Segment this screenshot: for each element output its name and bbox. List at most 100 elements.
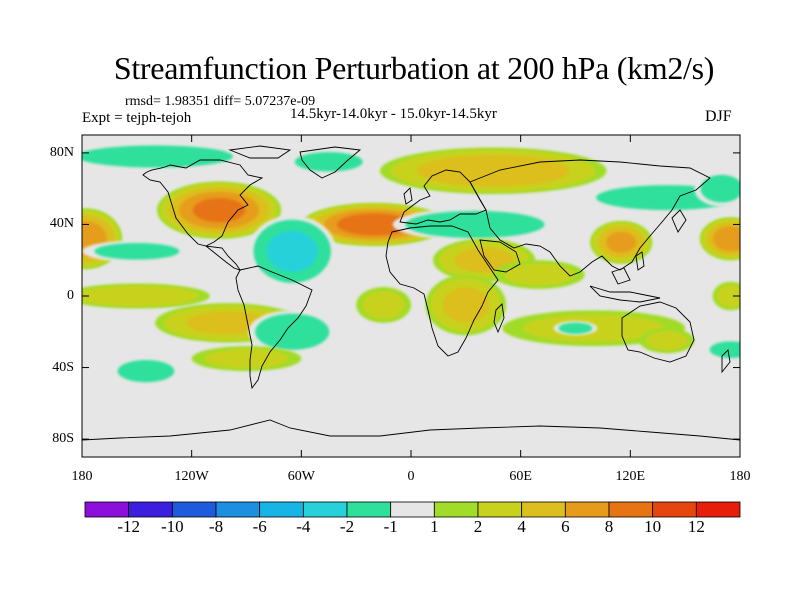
colorbar-swatch xyxy=(608,501,654,518)
y-tick-label: 0 xyxy=(67,288,74,303)
anomaly-s-pacific-low-1 xyxy=(109,356,183,386)
anomaly-europe-asia-low xyxy=(392,208,558,241)
colorbar-swatch xyxy=(84,501,130,518)
coast-indonesia xyxy=(589,285,661,303)
anomaly-china-high xyxy=(590,220,653,264)
coast-africa xyxy=(385,225,499,357)
contour-level xyxy=(700,174,740,203)
contour-level xyxy=(266,230,318,272)
anomaly-s-pacific-high-2 xyxy=(191,346,302,372)
coast-borneo xyxy=(611,267,631,285)
contour-level xyxy=(94,242,180,260)
contour-level xyxy=(454,247,514,273)
x-tick-label: 180 xyxy=(71,469,93,484)
contour-level xyxy=(709,341,740,358)
colorbar-label: -6 xyxy=(252,517,267,536)
coast-greenland xyxy=(299,146,362,179)
contour-level xyxy=(503,263,575,286)
anomaly-n-america-high xyxy=(156,181,282,239)
contour-level xyxy=(336,213,412,236)
x-tick-label: 180 xyxy=(729,469,751,484)
anomaly-nz-low xyxy=(703,338,740,361)
anomaly-india-high xyxy=(493,260,585,289)
colorbar-swatch xyxy=(346,501,392,518)
contour-level xyxy=(606,232,637,253)
colorbar-label: 10 xyxy=(644,517,662,536)
coast-asia xyxy=(469,159,711,277)
anomaly-arctic-america-low xyxy=(82,142,256,171)
contour-level xyxy=(255,313,330,350)
contour-level xyxy=(716,284,740,308)
contour-level xyxy=(82,285,199,307)
contour-level xyxy=(362,291,405,319)
chart-title: Streamfunction Perturbation at 200 hPa (… xyxy=(113,50,715,86)
colorbar-label: 6 xyxy=(561,517,570,536)
colorbar-swatch xyxy=(390,501,435,518)
coast-australia xyxy=(621,301,695,363)
x-tick-label: 60W xyxy=(287,469,315,484)
y-tick-label: 80N xyxy=(49,144,74,160)
anomaly-tropical-pacific-high xyxy=(82,283,210,309)
coast-south-america xyxy=(235,265,313,390)
contour-fields xyxy=(82,142,740,386)
contour-level xyxy=(204,348,289,369)
x-tick-label: 60E xyxy=(509,469,532,484)
contour-level xyxy=(558,322,593,334)
colorbar-label: -4 xyxy=(296,517,311,536)
anomaly-e-africa-high xyxy=(425,274,507,336)
period-label: 14.5kyr-14.0kyr - 15.0kyr-14.5kyr xyxy=(290,106,497,122)
colorbar-swatch xyxy=(652,501,697,518)
colorbar-swatch xyxy=(128,501,173,518)
colorbar-swatch xyxy=(521,501,566,518)
statistics-line: rmsd= 1.98351 diff= 5.07237e-09 xyxy=(125,94,316,109)
colorbar-label: -12 xyxy=(117,517,140,536)
anomaly-greenland-low xyxy=(284,149,373,175)
contour-level xyxy=(294,152,363,172)
anomaly-s-america-low xyxy=(248,310,337,354)
contour-level xyxy=(405,210,545,239)
anomaly-n-pacific-east-low xyxy=(694,170,740,207)
coast-arabia xyxy=(479,239,521,273)
anomaly-atlantic-high xyxy=(356,287,411,323)
colorbar-label: -1 xyxy=(383,517,398,536)
colorbar-swatch xyxy=(171,501,217,518)
x-tick-label: 0 xyxy=(407,469,415,484)
x-tick-label: 120E xyxy=(615,469,646,484)
coast-north-america xyxy=(142,159,264,247)
colorbar-label: 4 xyxy=(517,517,526,536)
y-tick-label: 40S xyxy=(52,359,74,375)
anomaly-indian-ocean-low xyxy=(553,321,598,336)
anomaly-caribbean-low xyxy=(248,215,337,288)
experiment-label: Expt = tejph-tejoh xyxy=(82,110,192,126)
x-tick-label: 120W xyxy=(174,469,209,484)
colorbar-label: 8 xyxy=(604,517,614,536)
colorbar-swatch xyxy=(695,501,741,518)
anomaly-sw-pacific-high xyxy=(639,328,695,354)
anomaly-n-atlantic-high xyxy=(301,202,448,246)
anomaly-siberia-high xyxy=(379,147,607,195)
colorbar-swatch xyxy=(564,501,610,518)
contour-level xyxy=(416,155,570,187)
anomaly-asia-far-east-high xyxy=(699,217,740,261)
coast-philippines xyxy=(635,251,645,271)
colorbar-label: -2 xyxy=(339,517,355,536)
contour-level xyxy=(192,198,246,223)
colorbar xyxy=(84,501,741,518)
coastlines xyxy=(82,145,740,441)
contour-level xyxy=(645,331,689,351)
coast-japan xyxy=(671,209,687,233)
coast-antarctica xyxy=(82,419,740,441)
season-label: DJF xyxy=(705,108,732,125)
colorbar-label: 12 xyxy=(687,517,705,536)
anomaly-pacific-tropic-low xyxy=(82,240,192,263)
colorbar-swatch xyxy=(433,501,479,518)
coast-arctic-islands xyxy=(228,145,292,159)
y-tick-label: 40N xyxy=(49,216,74,232)
axis-ticks xyxy=(81,135,741,457)
colorbar-swatch xyxy=(477,501,523,518)
y-tick-label: 80S xyxy=(52,431,74,447)
colorbar-swatch xyxy=(259,501,304,518)
colorbar-label: -10 xyxy=(160,517,184,536)
coast-madagascar xyxy=(493,303,505,334)
colorbar-label: 1 xyxy=(430,517,439,536)
